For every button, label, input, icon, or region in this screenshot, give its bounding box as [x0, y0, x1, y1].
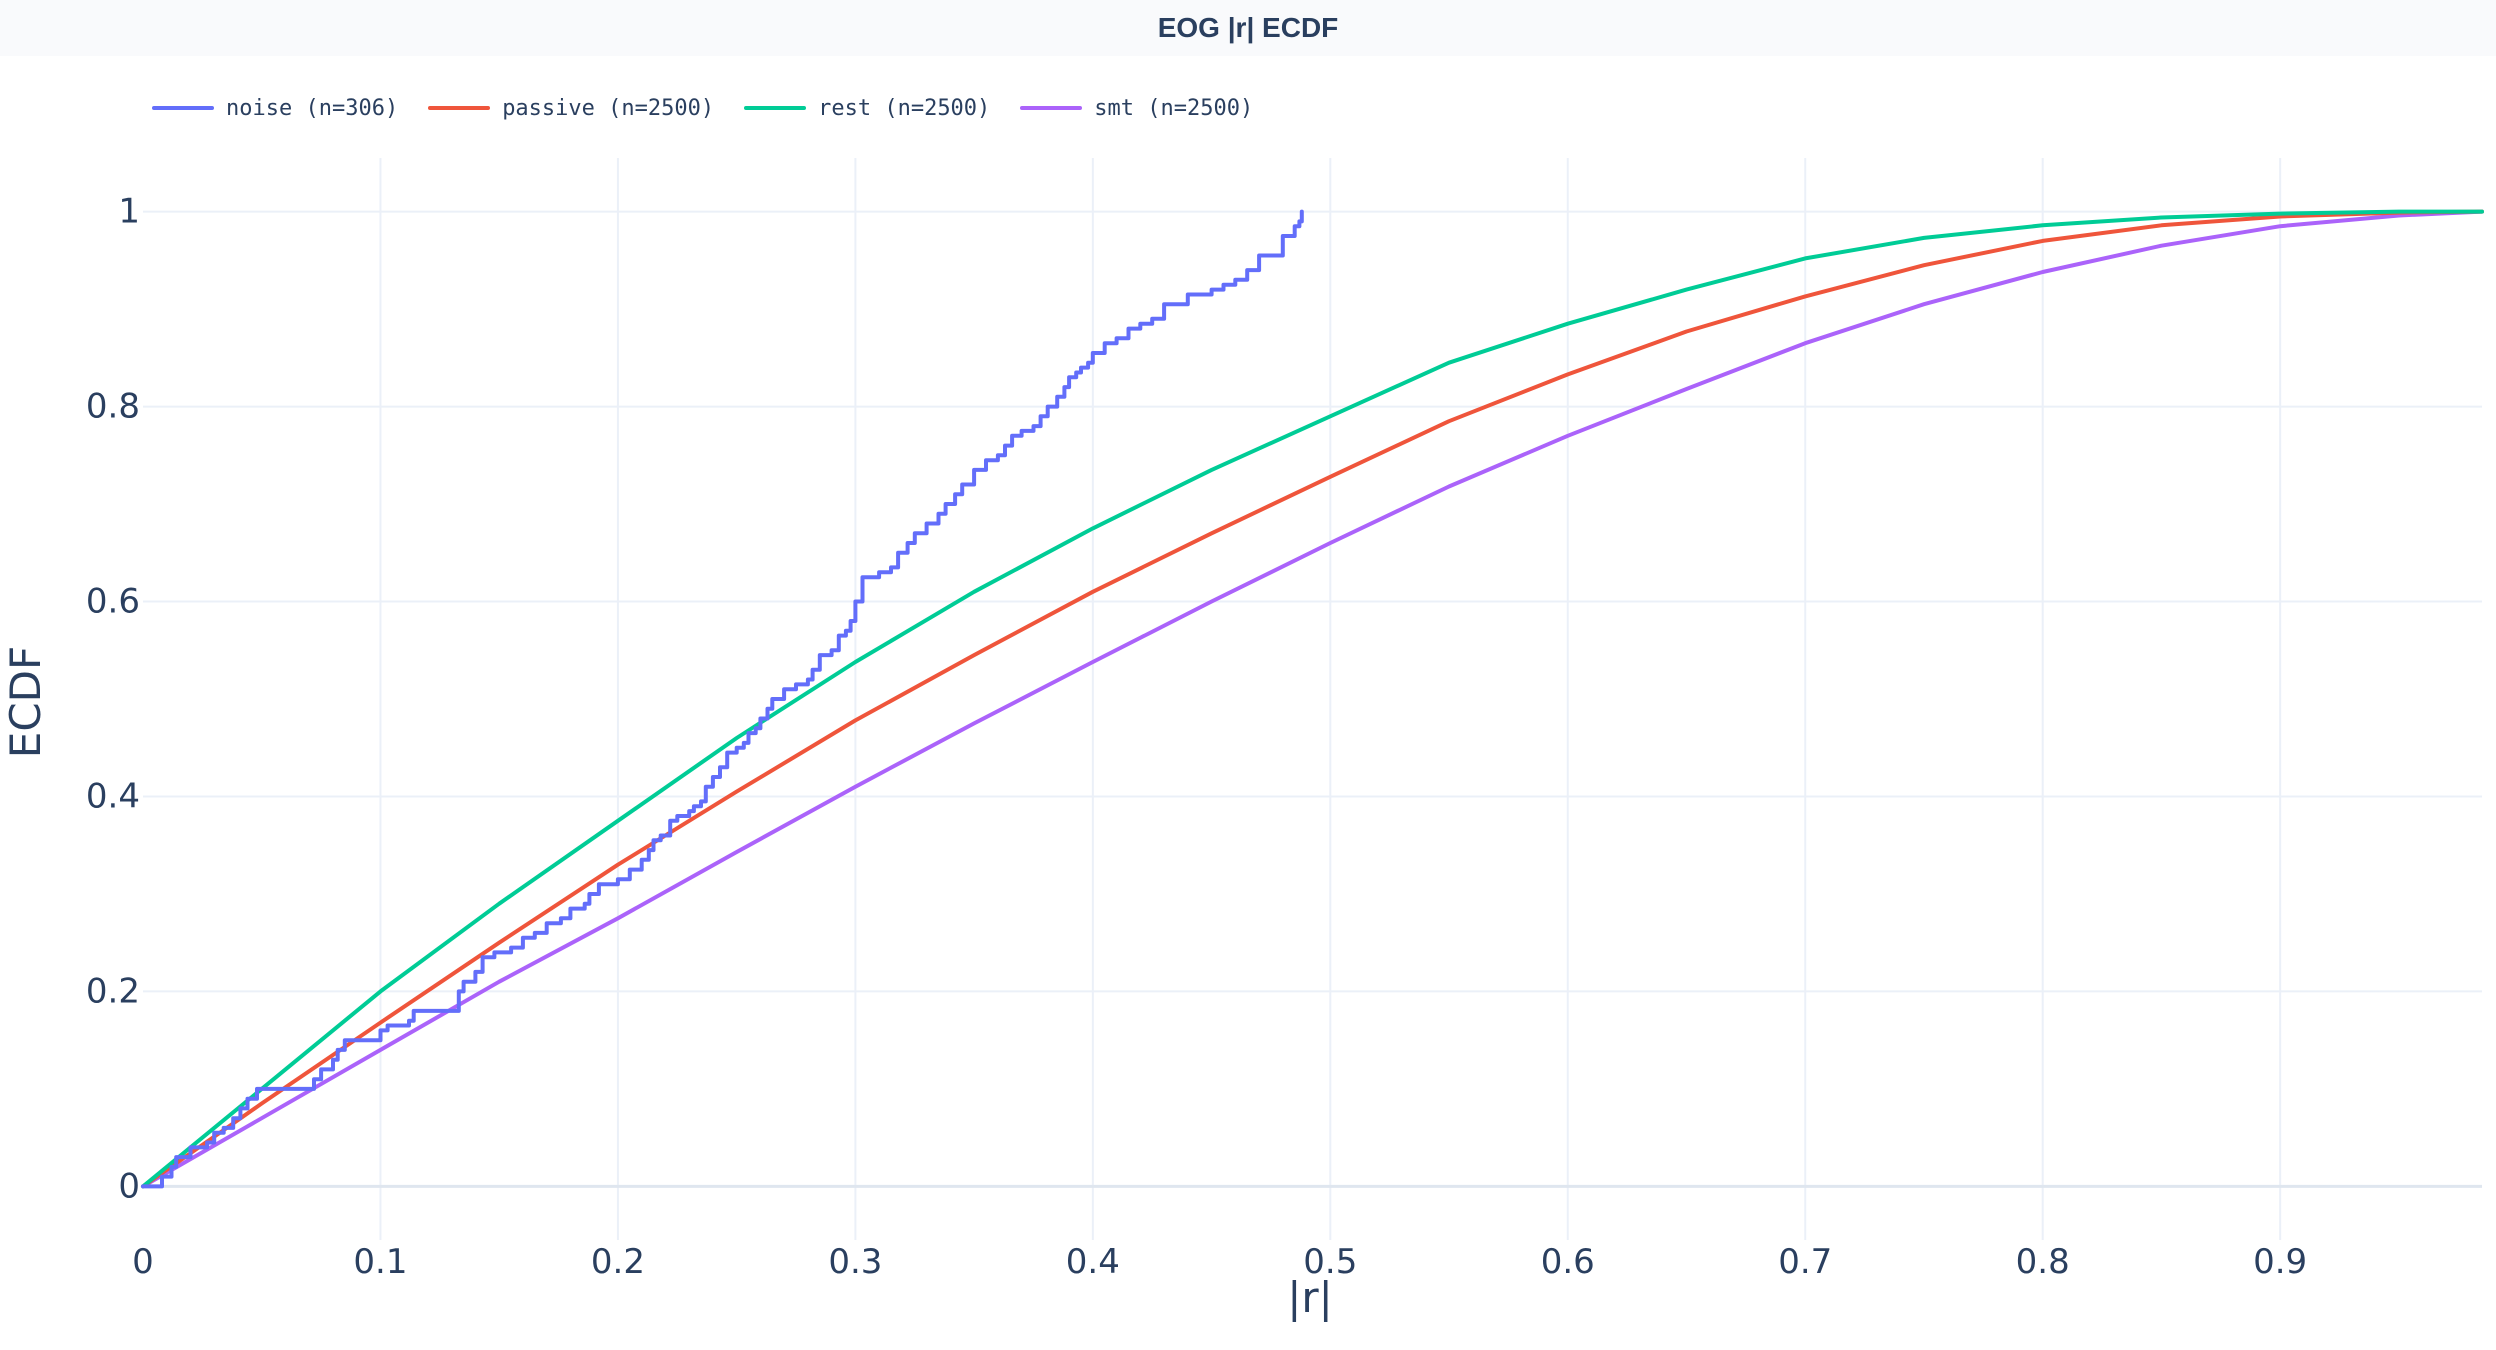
series-layer	[141, 209, 2484, 1189]
series-line-smt[interactable]	[141, 209, 2484, 1189]
x-tick-label: 0	[132, 1242, 154, 1282]
y-tick-label: 1	[118, 192, 140, 232]
x-tick-label: 0.2	[591, 1242, 645, 1282]
y-tick-label: 0.8	[86, 387, 140, 427]
y-tick-label: 0.4	[86, 776, 140, 816]
legend-label-rest: rest (n=2500)	[818, 95, 991, 121]
x-tick-label: 0.9	[2253, 1242, 2307, 1282]
legend-label-noise: noise (n=306)	[226, 95, 399, 121]
x-tick-labels: 0 0.1 0.2 0.3 0.4 0.5 0.6 0.7 0.8 0.9	[132, 1242, 2307, 1282]
legend-item-smt[interactable]: smt (n=2500)	[1020, 96, 1253, 121]
legend[interactable]: noise (n=306) passive (n=2500) rest (n=2…	[152, 92, 1283, 124]
x-tick-label: 0.3	[828, 1242, 882, 1282]
series-line-passive[interactable]	[141, 209, 2484, 1189]
x-gridlines	[379, 158, 2282, 1240]
x-axis-title: |r|	[1287, 1273, 1333, 1322]
y-tick-label: 0.2	[86, 971, 140, 1011]
x-tick-label: 0.1	[353, 1242, 407, 1282]
legend-item-noise[interactable]: noise (n=306)	[152, 96, 398, 121]
series-line-noise[interactable]	[141, 209, 1304, 1189]
y-tick-label: 0	[118, 1166, 140, 1206]
y-axis-title: ECDF	[1, 646, 50, 758]
title-band	[0, 0, 2496, 56]
legend-swatch-smt	[1020, 106, 1083, 110]
legend-swatch-rest	[744, 106, 807, 110]
series-line-rest[interactable]	[141, 209, 2484, 1189]
x-tick-label: 0.7	[1778, 1242, 1832, 1282]
legend-item-passive[interactable]: passive (n=2500)	[428, 96, 714, 121]
legend-swatch-noise	[152, 106, 214, 110]
y-gridlines	[143, 210, 2482, 1188]
legend-label-smt: smt (n=2500)	[1094, 95, 1254, 121]
legend-label-passive: passive (n=2500)	[502, 95, 715, 121]
x-tick-label: 0.4	[1066, 1242, 1120, 1282]
x-tick-label: 0.8	[2016, 1242, 2070, 1282]
y-tick-labels: 0 0.2 0.4 0.6 0.8 1	[86, 192, 140, 1207]
legend-item-rest[interactable]: rest (n=2500)	[744, 96, 990, 121]
x-tick-label: 0.5	[1303, 1242, 1357, 1282]
legend-swatch-passive	[428, 106, 491, 110]
y-tick-label: 0.6	[86, 582, 140, 622]
x-tick-label: 0.6	[1541, 1242, 1595, 1282]
chart-title: EOG |r| ECDF	[1157, 12, 1339, 43]
